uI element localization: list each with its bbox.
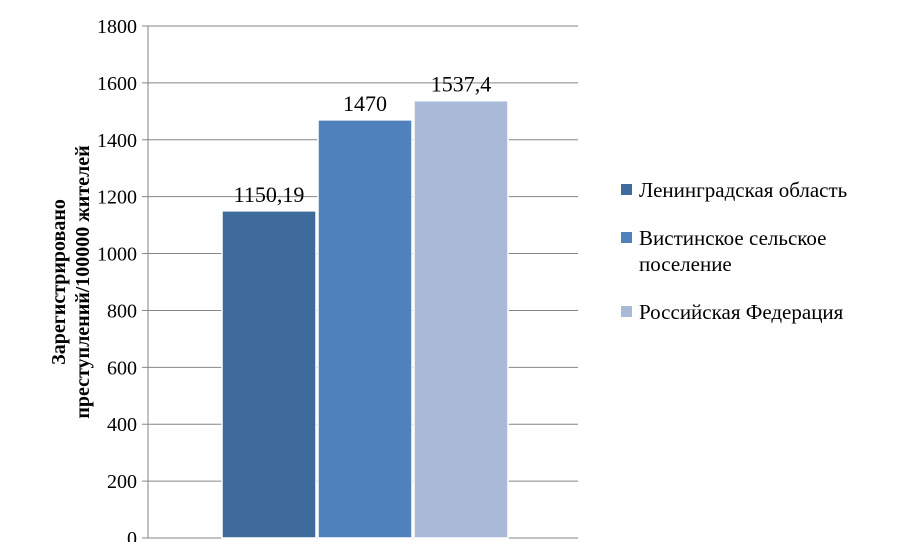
legend-label-line: поселение <box>639 252 732 276</box>
labels-layer: 1150,19 1470 1537,4 <box>234 72 492 207</box>
y-tick-label: 0 <box>127 528 137 542</box>
data-label: 1537,4 <box>431 72 492 97</box>
y-axis-title-line: преступлений/100000 жителей <box>72 145 94 418</box>
legend-marker <box>621 306 632 317</box>
legend-label-line: Вистинское сельское <box>639 226 827 250</box>
legend-label: Вистинское сельское поселение <box>639 226 827 276</box>
data-label: 1150,19 <box>234 182 305 207</box>
bar <box>221 210 317 539</box>
legend-label: Ленинградская область <box>639 178 847 202</box>
legend-label-line: Ленинградская область <box>639 178 847 202</box>
legend: Ленинградская область Вистинское сельское… <box>621 178 847 324</box>
bars-layer <box>221 99 509 539</box>
y-tick-label: 600 <box>107 357 137 379</box>
legend-label: Российская Федерация <box>639 300 844 324</box>
y-axis-title-line: Зарегистрировано <box>48 199 70 365</box>
data-label: 1470 <box>343 91 387 116</box>
bar <box>317 119 413 539</box>
legend-marker <box>621 184 632 195</box>
legend-label-line: Российская Федерация <box>639 300 844 324</box>
y-tick-label: 1800 <box>97 16 137 38</box>
y-tick-label: 1600 <box>97 73 137 95</box>
y-tick-label: 1000 <box>97 244 137 266</box>
y-tick-label: 1400 <box>97 130 137 152</box>
y-tick-label: 400 <box>107 414 137 436</box>
bar <box>413 99 509 539</box>
y-tick-label: 800 <box>107 300 137 322</box>
y-axis-title: Зарегистрировано преступлений/100000 жите… <box>48 145 94 418</box>
y-tick-label: 200 <box>107 471 137 493</box>
axis-layer: 0 200 400 600 800 1000 1200 1400 1600 1800 <box>97 16 149 547</box>
y-tick-label: 1200 <box>97 187 137 209</box>
legend-marker <box>621 232 632 243</box>
